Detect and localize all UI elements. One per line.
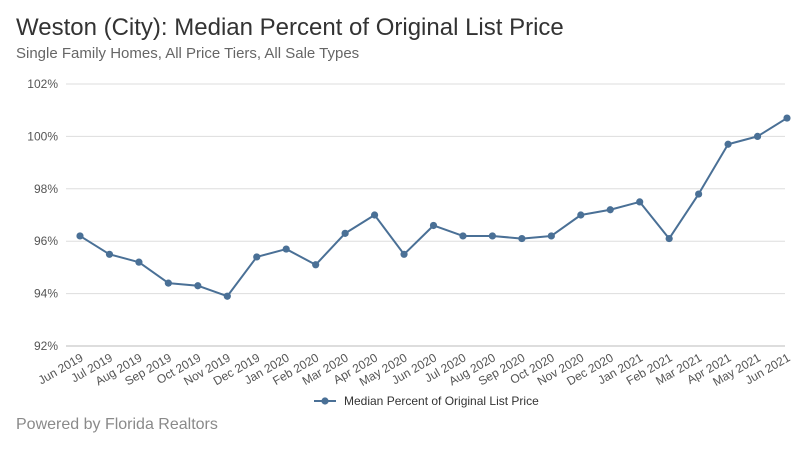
chart-title: Weston (City): Median Percent of Origina… — [16, 14, 564, 41]
data-point — [312, 261, 320, 269]
y-tick-label: 102% — [27, 77, 58, 91]
chart-subtitle: Single Family Homes, All Price Tiers, Al… — [16, 45, 360, 62]
data-point — [547, 232, 555, 240]
data-point — [253, 253, 261, 261]
footer-credit: Powered by Florida Realtors — [16, 416, 218, 433]
data-point — [459, 232, 467, 240]
data-point — [429, 221, 438, 230]
legend-marker — [321, 397, 329, 405]
y-tick-label: 98% — [34, 182, 58, 196]
data-point — [223, 292, 231, 300]
data-point — [783, 114, 791, 122]
y-tick-label: 96% — [34, 234, 58, 248]
data-point — [370, 211, 379, 219]
data-point — [488, 232, 497, 240]
y-tick-label: 92% — [34, 339, 58, 353]
y-tick-label: 94% — [34, 287, 58, 301]
data-point — [194, 282, 202, 290]
data-point — [341, 229, 349, 237]
data-point — [636, 198, 644, 206]
legend-label: Median Percent of Original List Price — [344, 394, 539, 408]
data-point — [282, 245, 290, 253]
data-point — [665, 234, 673, 243]
y-tick-label: 100% — [27, 129, 58, 143]
data-point — [753, 132, 762, 140]
data-point — [577, 211, 585, 219]
data-point — [164, 279, 172, 287]
data-point — [518, 234, 526, 243]
data-point — [606, 206, 614, 214]
data-point — [400, 250, 408, 258]
series-line — [79, 117, 788, 298]
data-point — [135, 258, 143, 266]
data-point — [695, 190, 703, 198]
data-point — [724, 140, 732, 148]
data-point — [105, 250, 114, 258]
data-point — [76, 232, 84, 240]
